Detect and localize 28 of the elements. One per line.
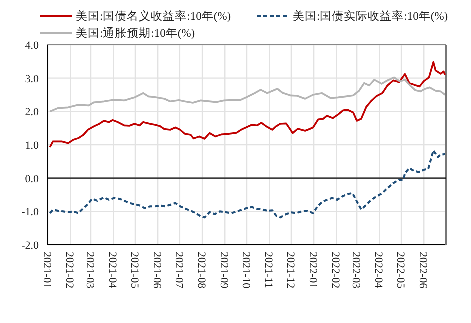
x-tick-label: 2021-06 bbox=[151, 252, 164, 290]
x-tick-label: 2022-06 bbox=[417, 252, 430, 290]
legend-label: 美国:通胀预期:10年(%) bbox=[76, 26, 196, 40]
x-tick-label: 2021-08 bbox=[196, 252, 208, 290]
x-tick-label: 2021-10 bbox=[240, 252, 252, 290]
x-tick-label: 2021-09 bbox=[218, 252, 230, 290]
x-tick-label: 2022-03 bbox=[350, 252, 362, 290]
x-tick-label: 2021-02 bbox=[64, 252, 76, 289]
x-tick-label: 2021-05 bbox=[128, 252, 140, 290]
x-tick-label: 2022-01 bbox=[307, 252, 320, 289]
x-tick-label: 2022-02 bbox=[330, 252, 342, 289]
x-tick-label: 2021-01 bbox=[41, 252, 53, 289]
x-tick-label: 2022-04 bbox=[372, 252, 385, 290]
y-tick-label: 1.0 bbox=[25, 140, 40, 152]
y-tick-label: 4.0 bbox=[25, 40, 40, 52]
legend-label: 美国:国债实际收益率:10年(%) bbox=[293, 9, 448, 23]
x-tick-label: 2021-11 bbox=[262, 252, 275, 288]
x-tick-label: 2021-12 bbox=[284, 252, 296, 289]
y-tick-label: 3.0 bbox=[25, 73, 40, 86]
y-tick-label: 2.0 bbox=[25, 106, 40, 119]
x-tick-label: 2021-04 bbox=[106, 252, 119, 290]
x-tick-label: 2022-05 bbox=[394, 252, 407, 290]
y-tick-label: 0.0 bbox=[25, 173, 40, 186]
x-tick-label: 2021-07 bbox=[172, 252, 185, 290]
legend-label: 美国:国债名义收益率:10年(%) bbox=[76, 9, 232, 23]
y-tick-label: -1.0 bbox=[22, 206, 40, 219]
x-tick-label: 2021-03 bbox=[84, 252, 96, 290]
y-tick-label: -2.0 bbox=[22, 240, 40, 252]
